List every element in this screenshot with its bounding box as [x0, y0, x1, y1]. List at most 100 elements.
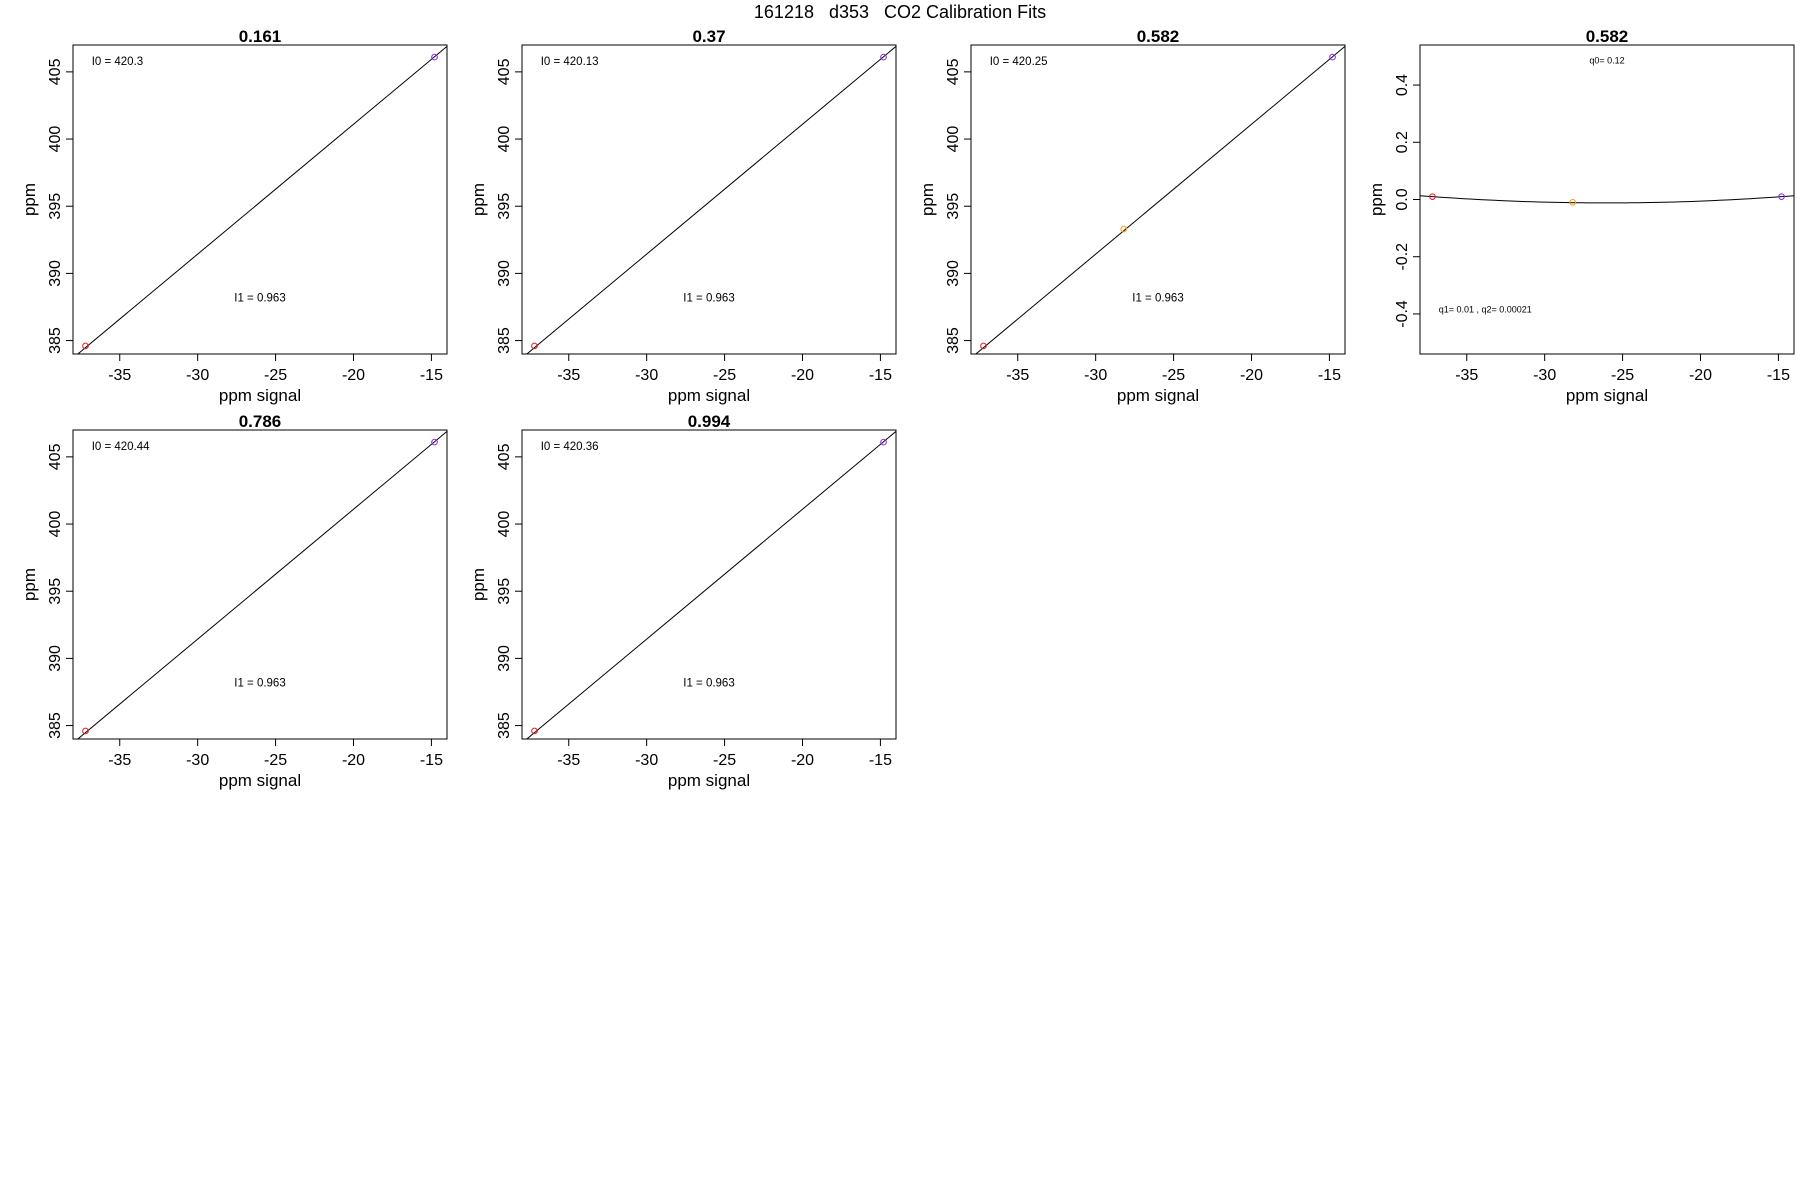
chart-6-fit-line	[526, 430, 896, 739]
chart-3-y-axis-label: ppm	[918, 183, 937, 216]
chart-4-y-axis-label: ppm	[1367, 183, 1386, 216]
chart-4-x-tick-label-4: -15	[1767, 367, 1790, 384]
chart-panel-2: 0.37 -35 -30 -25 -20 -15 385 390 395 400 405 ppm si…	[469, 27, 897, 405]
chart-6-y-tick-label-0: 385	[496, 712, 513, 739]
chart-1-y-tick-label-3: 400	[47, 126, 64, 153]
chart-4-x-tick-label-0: -35	[1455, 367, 1478, 384]
chart-1-x-axis-label: ppm signal	[219, 386, 301, 405]
chart-2-y-tick-label-3: 400	[496, 126, 513, 153]
chart-6-point-1	[880, 438, 887, 446]
chart-3-x-tick-label-1: -30	[1084, 367, 1107, 384]
chart-3-y-tick-label-0: 385	[945, 327, 962, 354]
chart-5-annotation-0: I0 = 420.44	[92, 441, 150, 453]
chart-1-fit-line	[77, 45, 447, 354]
chart-2-x-tick-label-2: -25	[713, 367, 736, 384]
chart-2-plot-frame	[521, 44, 897, 355]
chart-6-annotation-0: I0 = 420.36	[541, 441, 599, 453]
chart-3-annotation-1: I1 = 0.963	[1132, 293, 1183, 305]
chart-2-y-tick-label-0: 385	[496, 327, 513, 354]
chart-3-title: 0.582	[1137, 27, 1180, 46]
chart-3-x-tick-label-0: -35	[1006, 367, 1029, 384]
chart-1-title: 0.161	[239, 27, 282, 46]
chart-6-x-tick-label-3: -20	[791, 752, 814, 769]
chart-1-point-1	[431, 53, 438, 61]
chart-1-y-tick-label-2: 395	[47, 193, 64, 220]
chart-panel-6: 0.994 -35 -30 -25 -20 -15 385 390 395 400 405 ppm s…	[469, 412, 897, 790]
chart-6-x-tick-label-2: -25	[713, 752, 736, 769]
chart-3-plot-frame	[970, 44, 1346, 355]
chart-4-y-tick-label-1: -0.2	[1394, 243, 1411, 271]
chart-2-x-tick-label-1: -30	[635, 367, 658, 384]
chart-4-y-tick-label-2: 0.0	[1394, 188, 1411, 210]
chart-3-y-tick-label-4: 405	[945, 58, 962, 85]
chart-panel-1: 0.161 -35 -30 -25 -20 -15 385 390 395 400 405 ppm s…	[20, 27, 448, 405]
chart-panel-5: 0.786 -35 -30 -25 -20 -15 385 390 395 400 405 ppm s…	[20, 412, 448, 790]
chart-5-point-0	[82, 727, 89, 735]
chart-5-x-tick-label-0: -35	[108, 752, 131, 769]
chart-5-x-axis-label: ppm signal	[219, 771, 301, 790]
chart-5-point-1	[431, 438, 438, 446]
chart-5-annotation-1: I1 = 0.963	[234, 678, 285, 690]
chart-5-y-tick-label-4: 405	[47, 443, 64, 470]
chart-1-y-axis-label: ppm	[20, 183, 39, 216]
chart-3-x-axis-label: ppm signal	[1117, 386, 1199, 405]
chart-3-annotation-0: I0 = 420.25	[990, 56, 1048, 68]
chart-4-y-tick-label-4: 0.4	[1394, 74, 1411, 96]
chart-2-point-1	[880, 53, 887, 61]
chart-1-x-tick-label-1: -30	[186, 367, 209, 384]
chart-5-y-tick-label-3: 400	[47, 511, 64, 538]
chart-3-point-1	[1120, 225, 1128, 233]
chart-2-annotation-0: I0 = 420.13	[541, 56, 599, 68]
chart-1-x-tick-label-3: -20	[342, 367, 365, 384]
chart-2-y-tick-label-2: 395	[496, 193, 513, 220]
chart-6-annotation-1: I1 = 0.963	[683, 678, 734, 690]
chart-3-point-0	[980, 342, 987, 350]
chart-4-annotation-1: q1= 0.01 , q2= 0.00021	[1439, 305, 1532, 315]
chart-6-y-tick-label-1: 390	[496, 645, 513, 672]
chart-4-annotation-0: q0= 0.12	[1589, 56, 1624, 66]
chart-panel-3: 0.582 -35 -30 -25 -20 -15 385 390 395 400 405 ppm s…	[918, 27, 1346, 405]
chart-panel-4: 0.582 -35 -30 -25 -20 -15 -0.4 -0.2 0.0 0.2 0.4 ppm…	[1367, 27, 1795, 405]
chart-5-y-tick-label-0: 385	[47, 712, 64, 739]
chart-4-y-tick-label-0: -0.4	[1394, 300, 1411, 328]
chart-2-title: 0.37	[692, 27, 725, 46]
chart-2-fit-line	[526, 45, 896, 354]
chart-3-point-2	[1329, 53, 1336, 61]
chart-4-x-tick-label-3: -20	[1689, 367, 1712, 384]
chart-1-x-tick-label-0: -35	[108, 367, 131, 384]
chart-5-plot-frame	[72, 429, 448, 740]
chart-6-x-tick-label-4: -15	[869, 752, 892, 769]
chart-5-y-axis-label: ppm	[20, 568, 39, 601]
chart-6-plot-frame	[521, 429, 897, 740]
chart-1-y-tick-label-0: 385	[47, 327, 64, 354]
chart-6-y-tick-label-3: 400	[496, 511, 513, 538]
chart-5-x-tick-label-2: -25	[264, 752, 287, 769]
chart-4-fit-curve	[1420, 195, 1794, 204]
chart-1-point-0	[82, 342, 89, 350]
chart-2-y-tick-label-1: 390	[496, 260, 513, 287]
chart-3-x-tick-label-4: -15	[1318, 367, 1341, 384]
chart-4-x-axis-label: ppm signal	[1566, 386, 1648, 405]
chart-1-y-tick-label-1: 390	[47, 260, 64, 287]
chart-5-x-tick-label-4: -15	[420, 752, 443, 769]
chart-5-y-tick-label-2: 395	[47, 578, 64, 605]
chart-5-x-tick-label-1: -30	[186, 752, 209, 769]
chart-1-annotation-0: I0 = 420.3	[92, 56, 143, 68]
chart-1-plot-frame	[72, 44, 448, 355]
chart-5-title: 0.786	[239, 412, 282, 431]
chart-6-y-tick-label-4: 405	[496, 443, 513, 470]
chart-4-x-tick-label-1: -30	[1533, 367, 1556, 384]
chart-6-x-tick-label-1: -30	[635, 752, 658, 769]
chart-2-y-tick-label-4: 405	[496, 58, 513, 85]
chart-3-y-tick-label-1: 390	[945, 260, 962, 287]
chart-2-x-tick-label-3: -20	[791, 367, 814, 384]
chart-5-x-tick-label-3: -20	[342, 752, 365, 769]
chart-2-y-axis-label: ppm	[469, 183, 488, 216]
chart-2-x-tick-label-0: -35	[557, 367, 580, 384]
chart-6-point-0	[531, 727, 538, 735]
chart-5-fit-line	[77, 430, 447, 739]
chart-6-y-tick-label-2: 395	[496, 578, 513, 605]
chart-4-point-1	[1569, 199, 1577, 206]
chart-6-title: 0.994	[688, 412, 731, 431]
